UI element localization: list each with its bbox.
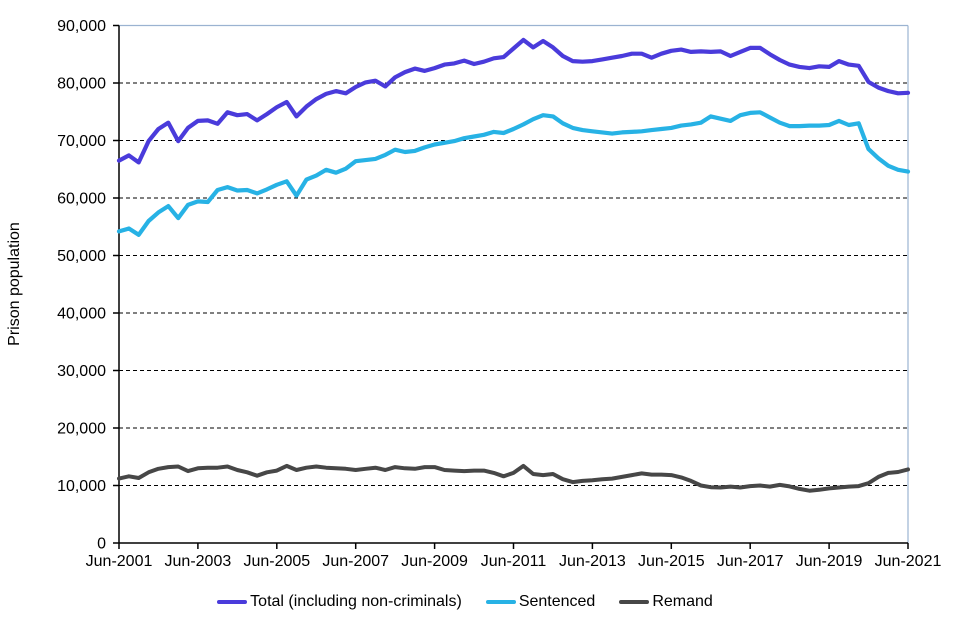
y-tick-label: 90,000 xyxy=(57,18,106,35)
remand-line xyxy=(117,463,910,493)
y-tick-label: 50,000 xyxy=(57,248,106,265)
y-tick-label: 40,000 xyxy=(57,306,106,323)
legend-item-remand: Remand xyxy=(619,593,713,611)
x-tick-label: Jun-2005 xyxy=(243,553,310,570)
legend-item-sentenced: Sentenced xyxy=(485,593,596,611)
total-line xyxy=(116,37,911,165)
legend-label-sentenced: Sentenced xyxy=(518,593,596,610)
legend-label-remand: Remand xyxy=(652,593,713,610)
y-tick-label: 70,000 xyxy=(57,133,106,150)
y-tick-label: 30,000 xyxy=(57,363,106,380)
x-tick-label: Jun-2021 xyxy=(875,553,942,570)
y-tick-label: 0 xyxy=(97,536,106,553)
y-tick-label: 20,000 xyxy=(57,421,106,438)
x-tick-label: Jun-2011 xyxy=(481,553,547,570)
x-tick-label: Jun-2015 xyxy=(638,553,705,570)
remand-line-swatch xyxy=(619,599,650,605)
y-tick-label: 60,000 xyxy=(57,191,106,208)
x-tick-label: Jun-2013 xyxy=(559,553,626,570)
sentenced-line-swatch xyxy=(485,599,516,605)
sentenced-line xyxy=(116,110,911,237)
x-tick-label: Jun-2019 xyxy=(796,553,863,570)
legend: Total (including non-criminals) Sentence… xyxy=(0,593,930,611)
x-tick-label: Jun-2009 xyxy=(401,553,468,570)
x-tick-label: Jun-2001 xyxy=(86,553,153,570)
legend-item-total: Total (including non-criminals) xyxy=(217,593,462,611)
y-tick-label: 10,000 xyxy=(57,478,106,495)
x-tick-label: Jun-2007 xyxy=(322,553,389,570)
y-tick-label: 80,000 xyxy=(57,76,106,93)
total-line-swatch xyxy=(217,599,248,605)
legend-label-total: Total (including non-criminals) xyxy=(250,593,462,610)
x-tick-label: Jun-2003 xyxy=(165,553,232,570)
x-tick-label: Jun-2017 xyxy=(717,553,784,570)
